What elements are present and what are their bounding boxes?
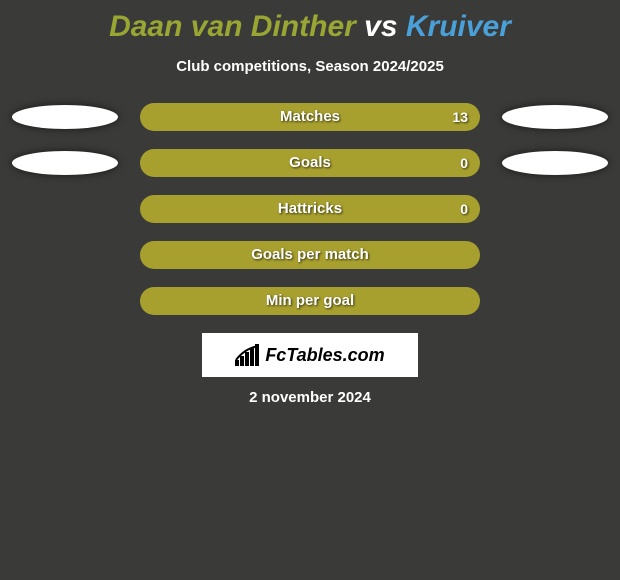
spacer <box>502 197 608 221</box>
stat-rows: Matches13Goals0Hattricks0Goals per match… <box>0 103 620 315</box>
stat-value: 13 <box>452 103 468 131</box>
spacer <box>12 243 118 267</box>
logo-chart-icon <box>235 344 261 366</box>
title-part: vs <box>356 10 406 43</box>
spacer <box>502 289 608 313</box>
stat-label: Goals per match <box>140 241 480 269</box>
player-left-marker <box>12 151 118 175</box>
stat-label: Matches <box>140 103 480 131</box>
player-right-marker <box>502 105 608 129</box>
player-left-marker <box>12 105 118 129</box>
logo: FcTables.com <box>235 344 384 366</box>
stat-label: Hattricks <box>140 195 480 223</box>
stat-row: Matches13 <box>0 103 620 131</box>
stat-value: 0 <box>460 149 468 177</box>
spacer <box>12 289 118 313</box>
stat-label: Min per goal <box>140 287 480 315</box>
date-text: 2 november 2024 <box>0 389 620 406</box>
stat-row: Hattricks0 <box>0 195 620 223</box>
logo-text: FcTables.com <box>265 345 384 366</box>
stat-row: Goals per match <box>0 241 620 269</box>
card-title: Daan van Dinther vs Kruiver <box>0 10 620 44</box>
stat-bar: Matches13 <box>140 103 480 131</box>
stat-value: 0 <box>460 195 468 223</box>
player-right-marker <box>502 151 608 175</box>
stat-bar: Goals per match <box>140 241 480 269</box>
comparison-card: Daan van Dinther vs Kruiver Club competi… <box>0 0 620 406</box>
stat-label: Goals <box>140 149 480 177</box>
stat-bar: Goals0 <box>140 149 480 177</box>
title-part: Daan van Dinther <box>109 10 356 43</box>
stat-bar: Min per goal <box>140 287 480 315</box>
stat-row: Min per goal <box>0 287 620 315</box>
stat-row: Goals0 <box>0 149 620 177</box>
stat-bar: Hattricks0 <box>140 195 480 223</box>
card-subtitle: Club competitions, Season 2024/2025 <box>0 58 620 75</box>
spacer <box>12 197 118 221</box>
title-part: Kruiver <box>406 10 511 43</box>
logo-box: FcTables.com <box>202 333 418 377</box>
spacer <box>502 243 608 267</box>
